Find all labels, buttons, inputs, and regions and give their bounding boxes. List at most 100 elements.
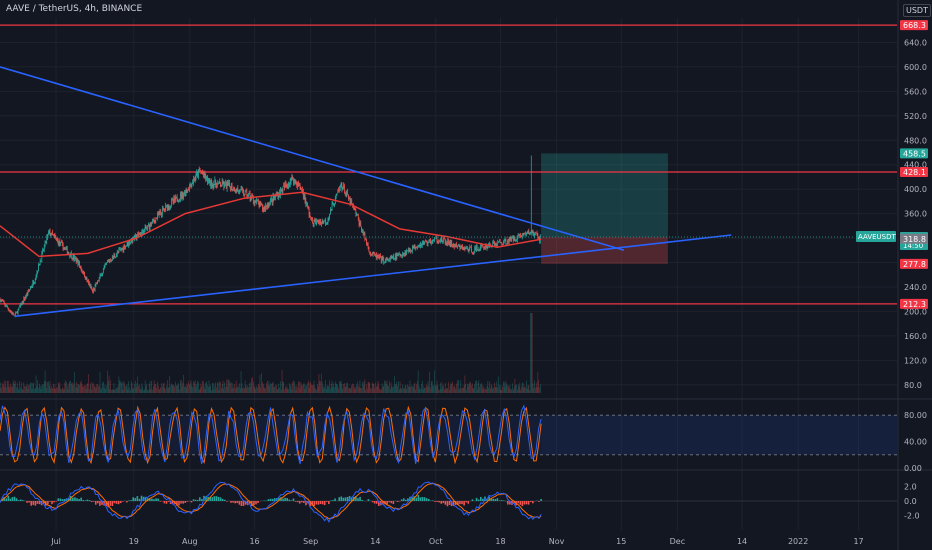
volume-bar bbox=[136, 383, 138, 393]
volume-bar bbox=[350, 387, 352, 393]
candle-body bbox=[54, 235, 56, 238]
price-axis-label bbox=[900, 20, 928, 31]
macd-histogram-bar bbox=[211, 497, 214, 501]
candle-body bbox=[441, 238, 443, 242]
volume-bar bbox=[85, 388, 87, 393]
volume-bar bbox=[216, 387, 217, 393]
volume-bar bbox=[143, 389, 144, 393]
candle-body bbox=[341, 185, 343, 189]
volume-bar bbox=[11, 386, 12, 393]
stoch-band-fill-history bbox=[0, 415, 542, 455]
volume-bar bbox=[407, 384, 408, 393]
volume-bar bbox=[428, 386, 430, 393]
y-tick-label: 480.0 bbox=[904, 136, 927, 145]
volume-bar bbox=[454, 387, 456, 393]
candle-body bbox=[8, 309, 10, 311]
candle-body bbox=[319, 221, 321, 224]
volume-bar bbox=[22, 389, 24, 393]
volume-bar bbox=[392, 387, 394, 393]
volume-bar bbox=[186, 383, 188, 393]
volume-bar bbox=[259, 374, 261, 393]
candle-body bbox=[495, 243, 497, 245]
volume-bar bbox=[93, 383, 94, 393]
volume-bar bbox=[313, 380, 315, 393]
volume-bar bbox=[341, 383, 343, 393]
candle-body bbox=[442, 240, 444, 242]
volume-bar bbox=[385, 383, 387, 393]
macd-histogram-bar bbox=[246, 501, 249, 506]
price-axis-label-text: 318.8 bbox=[903, 235, 926, 244]
volume-bar bbox=[126, 384, 128, 393]
candle-body bbox=[382, 257, 384, 259]
volume-bar bbox=[239, 388, 241, 393]
volume-bar bbox=[453, 387, 454, 393]
candle-body bbox=[529, 233, 530, 235]
volume-bar bbox=[526, 380, 527, 393]
volume-bar bbox=[366, 384, 367, 393]
candle-body bbox=[462, 248, 464, 250]
volume-bar bbox=[138, 385, 139, 393]
macd-histogram-bar bbox=[82, 500, 85, 501]
candle-body bbox=[178, 200, 180, 202]
candle-body bbox=[80, 267, 82, 271]
candle-body bbox=[2, 300, 3, 302]
volume-bar bbox=[421, 383, 422, 393]
candle-body bbox=[94, 285, 96, 290]
candle-body bbox=[262, 208, 264, 210]
candle-body bbox=[1, 300, 2, 301]
macd-histogram-bar bbox=[36, 501, 39, 504]
volume-bar bbox=[388, 385, 389, 393]
volume-bar bbox=[103, 388, 105, 393]
candle-body bbox=[116, 251, 118, 255]
volume-bar bbox=[156, 387, 157, 393]
candle-body bbox=[499, 241, 500, 243]
volume-bar bbox=[48, 381, 49, 393]
candle-body bbox=[248, 193, 249, 196]
y-tick-label: 240.0 bbox=[904, 283, 927, 292]
currency-button[interactable]: USDT bbox=[903, 4, 931, 17]
macd-histogram-bar bbox=[373, 501, 376, 504]
candle-body bbox=[216, 183, 218, 188]
candle-body bbox=[33, 281, 34, 284]
candle-body bbox=[463, 247, 465, 250]
volume-bar bbox=[263, 386, 265, 393]
candle-body bbox=[409, 249, 411, 251]
volume-bar bbox=[13, 380, 15, 393]
candle-body bbox=[102, 273, 103, 276]
volume-bar bbox=[287, 388, 289, 393]
macd-histogram-bar bbox=[67, 498, 70, 501]
volume-bar bbox=[523, 387, 525, 393]
macd-y-tick-label: 2.0 bbox=[904, 483, 917, 492]
candle-body bbox=[185, 190, 187, 196]
candle-body bbox=[408, 248, 409, 252]
candle-body bbox=[392, 255, 394, 257]
volume-bar bbox=[376, 386, 377, 393]
volume-bar bbox=[462, 387, 463, 393]
candle-body bbox=[62, 243, 64, 250]
candle-body bbox=[141, 231, 143, 235]
candle-body bbox=[139, 233, 141, 236]
volume-bar bbox=[49, 381, 51, 393]
volume-bar bbox=[46, 387, 48, 393]
candle-body bbox=[502, 243, 503, 245]
volume-bar bbox=[451, 383, 453, 393]
candle-body bbox=[217, 182, 219, 184]
candle-body bbox=[154, 220, 156, 223]
macd-histogram-bar bbox=[180, 501, 182, 504]
volume-bar bbox=[321, 381, 323, 393]
volume-bar bbox=[212, 382, 213, 393]
volume-bar bbox=[74, 372, 75, 393]
grid-lines bbox=[0, 18, 897, 530]
price-axis-label-text: 428.1 bbox=[903, 168, 926, 177]
candle-body bbox=[348, 198, 350, 199]
candle-body bbox=[208, 178, 210, 181]
volume-bar bbox=[279, 387, 280, 393]
candle-body bbox=[345, 193, 347, 194]
candle-body bbox=[313, 220, 315, 226]
volume-bar bbox=[408, 386, 410, 393]
volume-bar bbox=[166, 385, 167, 393]
candle-body bbox=[307, 203, 308, 206]
candle-body bbox=[42, 249, 43, 253]
macd-histogram-bar bbox=[317, 501, 320, 505]
